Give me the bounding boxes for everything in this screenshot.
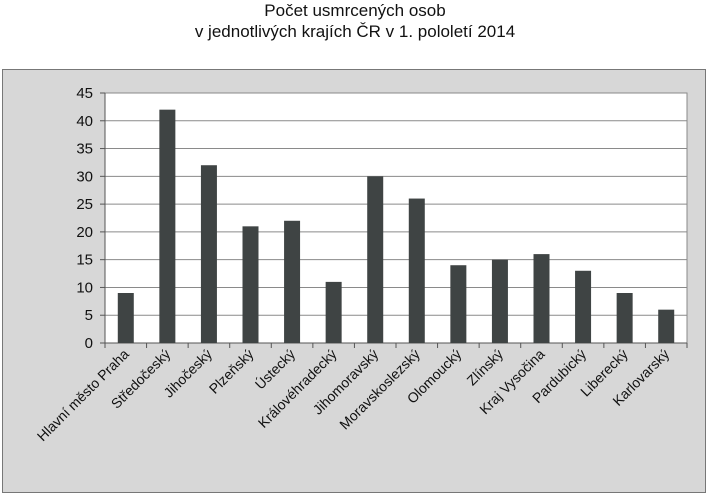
y-tick-label: 10 bbox=[76, 279, 93, 296]
bar bbox=[408, 198, 425, 343]
bar bbox=[658, 309, 675, 343]
bar bbox=[450, 265, 467, 343]
y-tick-label: 15 bbox=[76, 252, 93, 269]
bar bbox=[325, 281, 342, 343]
bar bbox=[117, 293, 134, 343]
chart-title-line-1: Počet usmrcených osob bbox=[264, 1, 446, 20]
y-tick-label: 35 bbox=[76, 141, 93, 158]
bar bbox=[200, 165, 217, 343]
bar bbox=[616, 293, 633, 343]
bar bbox=[491, 259, 508, 343]
y-tick-label: 30 bbox=[76, 168, 93, 185]
bar bbox=[159, 109, 176, 344]
y-tick-label: 5 bbox=[85, 307, 93, 324]
y-tick-label: 45 bbox=[76, 85, 93, 102]
bar bbox=[533, 254, 550, 343]
y-tick-label: 20 bbox=[76, 224, 93, 241]
chart-title-line-2: v jednotlivých krajích ČR v 1. pololetí … bbox=[194, 22, 516, 41]
bar bbox=[284, 220, 301, 343]
plot-area bbox=[104, 92, 688, 344]
chart-title: Počet usmrcených osob v jednotlivých kra… bbox=[0, 0, 710, 42]
y-tick-label: 0 bbox=[85, 335, 93, 352]
y-tick-label: 25 bbox=[76, 196, 93, 213]
x-tick-label: Plzeňský bbox=[206, 346, 257, 397]
bar bbox=[575, 270, 592, 343]
bar bbox=[242, 226, 259, 343]
bar bbox=[367, 176, 384, 343]
y-tick-label: 40 bbox=[76, 113, 93, 130]
